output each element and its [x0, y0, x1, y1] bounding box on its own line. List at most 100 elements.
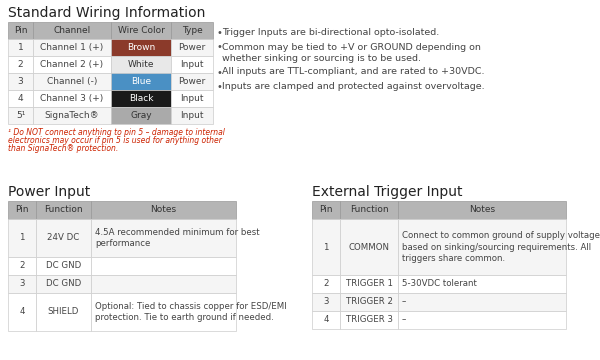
Bar — [33, 56, 111, 73]
Bar — [111, 56, 171, 73]
Text: 1: 1 — [17, 43, 23, 52]
Text: ¹ Do NOT connect anything to pin 5 – damage to internal: ¹ Do NOT connect anything to pin 5 – dam… — [8, 128, 225, 137]
Text: Input: Input — [180, 60, 204, 69]
Bar — [398, 219, 566, 275]
Bar — [171, 73, 213, 90]
Bar — [8, 56, 33, 73]
Text: 2: 2 — [323, 279, 329, 288]
Bar — [340, 293, 398, 311]
Text: 3: 3 — [19, 279, 25, 288]
Text: 4: 4 — [19, 307, 25, 316]
Bar — [8, 39, 33, 56]
Bar — [171, 56, 213, 73]
Text: Blue: Blue — [131, 77, 151, 86]
Bar — [33, 90, 111, 107]
Text: Wire Color: Wire Color — [118, 26, 164, 35]
Bar — [111, 73, 171, 90]
Text: 4.5A recommended minimum for best
performance: 4.5A recommended minimum for best perfor… — [95, 228, 260, 248]
Text: All inputs are TTL-compliant, and are rated to +30VDC.: All inputs are TTL-compliant, and are ra… — [222, 68, 485, 77]
Bar — [91, 257, 236, 275]
Text: Function: Function — [350, 206, 388, 215]
Bar — [36, 257, 91, 275]
Bar — [8, 107, 33, 124]
Text: •: • — [216, 42, 222, 53]
Text: Channel (-): Channel (-) — [47, 77, 97, 86]
Text: Standard Wiring Information: Standard Wiring Information — [8, 6, 205, 20]
Bar — [8, 22, 33, 39]
Text: Channel 3 (+): Channel 3 (+) — [40, 94, 104, 103]
Bar — [340, 201, 398, 219]
Text: •: • — [216, 82, 222, 92]
Text: Power: Power — [178, 43, 206, 52]
Bar — [111, 107, 171, 124]
Text: Channel: Channel — [53, 26, 91, 35]
Bar — [91, 219, 236, 257]
Text: COMMON: COMMON — [349, 243, 389, 252]
Text: Connect to common ground of supply voltage
based on sinking/sourcing requirement: Connect to common ground of supply volta… — [402, 231, 600, 262]
Text: Notes: Notes — [469, 206, 495, 215]
Text: Trigger Inputs are bi-directional opto-isolated.: Trigger Inputs are bi-directional opto-i… — [222, 28, 439, 37]
Text: Notes: Notes — [151, 206, 176, 215]
Text: 5¹: 5¹ — [16, 111, 25, 120]
Bar — [111, 39, 171, 56]
Text: 2: 2 — [17, 60, 23, 69]
Bar — [33, 73, 111, 90]
Text: –: – — [402, 297, 406, 306]
Text: 5-30VDC tolerant: 5-30VDC tolerant — [402, 279, 477, 288]
Text: DC GND: DC GND — [46, 261, 81, 270]
Text: Input: Input — [180, 111, 204, 120]
Text: White: White — [128, 60, 154, 69]
Bar — [33, 22, 111, 39]
Bar — [36, 293, 91, 331]
Bar — [171, 39, 213, 56]
Bar — [8, 73, 33, 90]
Bar — [171, 107, 213, 124]
Text: Power Input: Power Input — [8, 185, 90, 199]
Bar — [312, 293, 340, 311]
Text: Channel 1 (+): Channel 1 (+) — [40, 43, 104, 52]
Bar — [36, 219, 91, 257]
Text: 4: 4 — [323, 315, 329, 324]
Text: 3: 3 — [17, 77, 23, 86]
Bar — [312, 219, 340, 275]
Bar — [8, 275, 36, 293]
Bar — [8, 257, 36, 275]
Bar — [33, 107, 111, 124]
Bar — [398, 311, 566, 329]
Text: 3: 3 — [323, 297, 329, 306]
Text: Type: Type — [182, 26, 202, 35]
Text: Brown: Brown — [127, 43, 155, 52]
Bar — [36, 201, 91, 219]
Bar — [398, 275, 566, 293]
Bar — [8, 90, 33, 107]
Bar — [340, 219, 398, 275]
Text: –: – — [402, 315, 406, 324]
Text: 1: 1 — [323, 243, 329, 252]
Text: Black: Black — [129, 94, 153, 103]
Bar — [91, 201, 236, 219]
Text: electronics may occur if pin 5 is used for anything other: electronics may occur if pin 5 is used f… — [8, 136, 222, 145]
Bar — [36, 275, 91, 293]
Text: External Trigger Input: External Trigger Input — [312, 185, 463, 199]
Text: than SignaTech® protection.: than SignaTech® protection. — [8, 144, 118, 153]
Text: Pin: Pin — [14, 26, 27, 35]
Bar — [398, 201, 566, 219]
Bar — [312, 275, 340, 293]
Text: Gray: Gray — [130, 111, 152, 120]
Text: 24V DC: 24V DC — [47, 234, 80, 243]
Bar — [171, 90, 213, 107]
Text: SHIELD: SHIELD — [48, 307, 79, 316]
Text: Optional: Tied to chassis copper for ESD/EMI
protection. Tie to earth ground if : Optional: Tied to chassis copper for ESD… — [95, 302, 287, 322]
Text: Function: Function — [44, 206, 83, 215]
Text: TRIGGER 1: TRIGGER 1 — [346, 279, 392, 288]
Bar — [312, 201, 340, 219]
Text: Common may be tied to +V or GROUND depending on
whether sinking or sourcing is t: Common may be tied to +V or GROUND depen… — [222, 42, 481, 63]
Bar — [340, 275, 398, 293]
Bar — [111, 22, 171, 39]
Text: 1: 1 — [19, 234, 25, 243]
Bar — [91, 275, 236, 293]
Text: Inputs are clamped and protected against overvoltage.: Inputs are clamped and protected against… — [222, 82, 485, 91]
Text: •: • — [216, 68, 222, 77]
Text: Pin: Pin — [15, 206, 29, 215]
Bar — [8, 201, 36, 219]
